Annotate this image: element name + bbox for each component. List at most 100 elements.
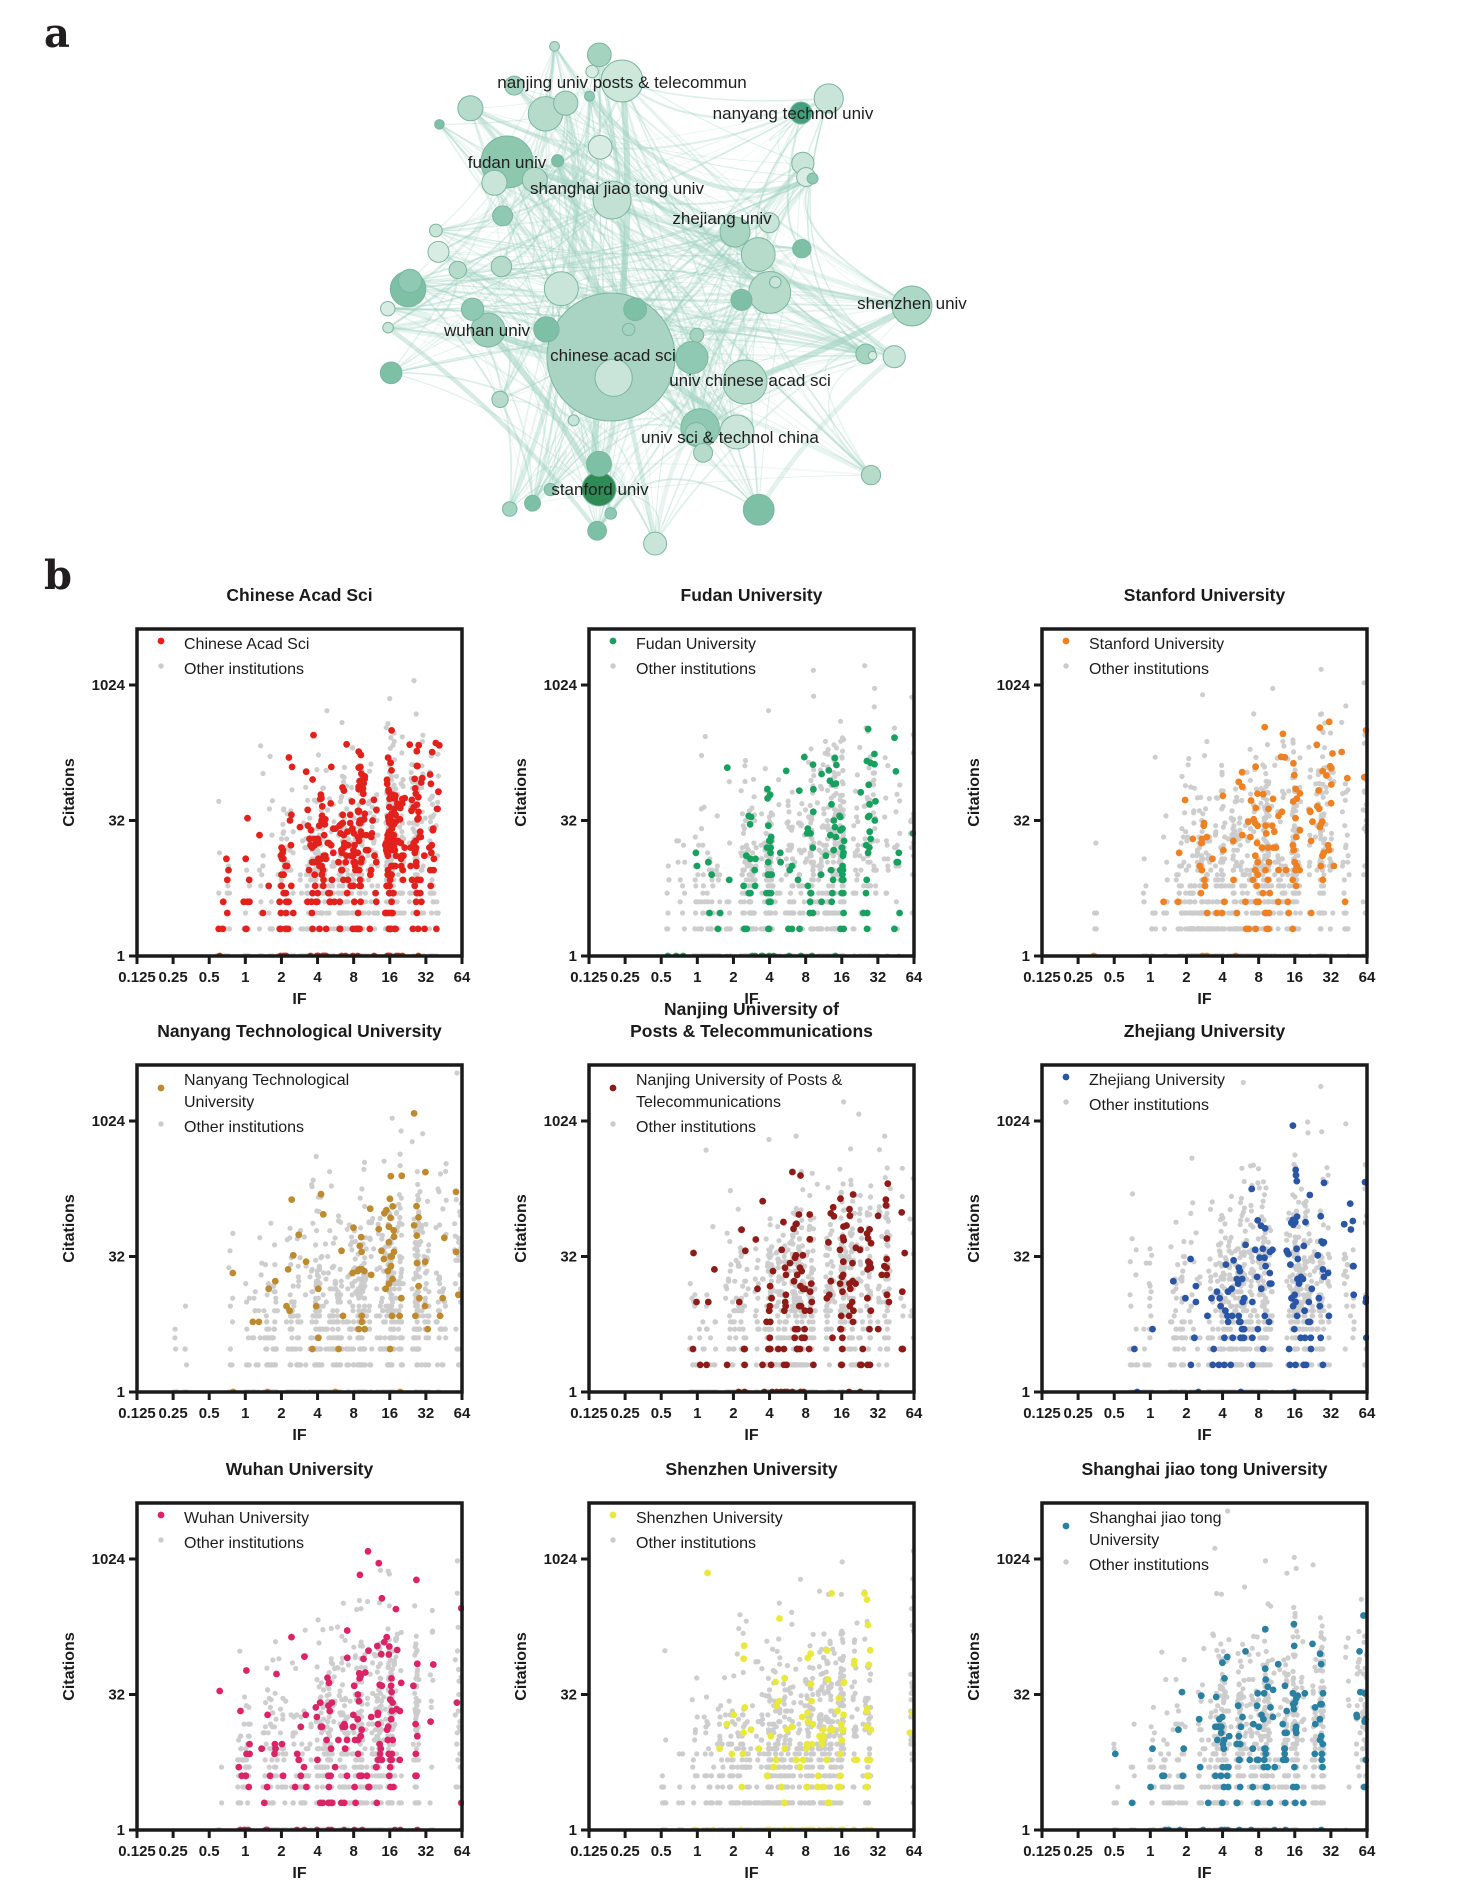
institution-node-unlabeled <box>587 520 607 541</box>
x-axis-label: IF <box>744 1427 758 1444</box>
y-axis-label: Citations <box>966 1194 983 1263</box>
plot-axes: 1 32 1024 0.125 0.25 0.5 1 2 4 8 16 32 64 IF Citations <box>966 1063 1376 1444</box>
network-node-label: shenzhen univ <box>857 294 967 313</box>
scatter-plot-nanjing-university-posts-telecom: Nanjing University of Posts & Telecommun… <box>497 999 957 1467</box>
x-tick-label: 0.125 <box>1023 1405 1061 1422</box>
network-node-label: univ sci & technol china <box>641 428 819 447</box>
x-tick-label: 2 <box>277 1405 285 1422</box>
legend-other-institutions-label: Other institutions <box>636 1119 756 1136</box>
x-axis-label: IF <box>1197 991 1211 1008</box>
institution-node-unlabeled <box>623 297 648 322</box>
institution-node-unlabeled <box>382 321 394 334</box>
x-tick-label: 0.25 <box>159 1843 188 1860</box>
x-tick-label: 4 <box>313 1405 322 1422</box>
institution-node-unlabeled <box>689 327 705 343</box>
x-tick-label: 0.5 <box>651 1405 672 1422</box>
legend-other-institutions-swatch <box>158 663 164 669</box>
y-tick-label: 32 <box>108 1249 125 1266</box>
legend-institution-label: Telecommunications <box>636 1094 781 1111</box>
plot-axes: 1 32 1024 0.125 0.25 0.5 1 2 4 8 16 32 64 IF Citations <box>61 1063 471 1444</box>
institution-node-unlabeled <box>434 119 445 130</box>
institution-node-unlabeled <box>675 341 709 375</box>
y-axis-label: Citations <box>61 1632 78 1701</box>
institution-node-unlabeled <box>429 223 443 238</box>
legend-institution-label: Shenzhen University <box>636 1510 783 1527</box>
x-tick-label: 8 <box>349 1843 357 1860</box>
legend-institution-swatch <box>609 637 617 645</box>
legend-institution-label: Fudan University <box>636 636 756 653</box>
institution-node-unlabeled <box>586 450 612 477</box>
panel-a-label: a <box>44 10 70 57</box>
x-tick-label: 4 <box>765 1843 774 1860</box>
x-tick-label: 32 <box>418 1405 435 1422</box>
plot-title: Shenzhen University <box>665 1459 838 1479</box>
x-tick-label: 0.25 <box>1064 1843 1093 1860</box>
network-node-label: nanyang technol univ <box>713 104 874 123</box>
x-tick-label: 0.5 <box>651 969 672 986</box>
institution-node-unlabeled <box>490 255 513 278</box>
institution-node-unlabeled <box>867 350 878 361</box>
institution-node <box>470 312 506 348</box>
points-other-institutions <box>659 1548 916 1830</box>
y-tick-label: 32 <box>108 813 125 830</box>
x-tick-label: 16 <box>381 1843 398 1860</box>
points-other-institutions <box>215 1558 464 1830</box>
institution-node <box>719 414 755 450</box>
legend-institution-label: Chinese Acad Sci <box>184 636 309 653</box>
x-tick-label: 0.5 <box>199 1405 220 1422</box>
plot-legend: Shanghai jiao tong University Other instit… <box>1062 1510 1222 1574</box>
y-axis-label: Citations <box>513 1632 530 1701</box>
legend-other-institutions-swatch <box>610 1121 616 1127</box>
x-tick-label: 64 <box>1359 969 1376 986</box>
y-axis-label: Citations <box>61 758 78 827</box>
institution-node-unlabeled <box>524 494 541 512</box>
plot-title: Shanghai jiao tong University <box>1081 1459 1328 1479</box>
scatter-plot-zhejiang-university: Zhejiang University 1 32 1024 0.125 0.25 0.5 1… <box>950 1015 1410 1467</box>
plot-title: Chinese Acad Sci <box>226 585 373 605</box>
legend-institution-swatch <box>157 1511 165 1519</box>
y-axis-label: Citations <box>513 758 530 827</box>
y-tick-label: 1 <box>117 948 125 965</box>
institution-node-unlabeled <box>492 205 514 227</box>
legend-institution-swatch <box>1062 637 1070 645</box>
network-node-label: wuhan univ <box>443 321 531 340</box>
x-tick-label: 32 <box>1323 1843 1340 1860</box>
x-tick-label: 4 <box>765 969 774 986</box>
plot-legend: Shenzhen University Other institutions <box>609 1510 783 1552</box>
x-tick-label: 0.25 <box>611 1405 640 1422</box>
plot-axes: 1 32 1024 0.125 0.25 0.5 1 2 4 8 16 32 64 IF Citations <box>966 1501 1376 1882</box>
network-node-label: chinese acad sci <box>550 346 676 365</box>
y-tick-label: 1024 <box>997 1113 1031 1130</box>
network-nodes <box>379 40 933 556</box>
institution-node-unlabeled <box>380 300 396 317</box>
scatter-plot-wuhan-university: Wuhan University 1 32 1024 0.125 0.25 0.5 1 2 4 8… <box>45 1453 505 1891</box>
legend-other-institutions-label: Other institutions <box>636 1535 756 1552</box>
institution-node-unlabeled <box>594 358 633 397</box>
x-tick-label: 1 <box>693 1405 701 1422</box>
y-tick-label: 1 <box>1022 1384 1030 1401</box>
x-tick-label: 0.25 <box>159 1405 188 1422</box>
institution-node-unlabeled <box>379 361 403 385</box>
y-tick-label: 32 <box>1013 1249 1030 1266</box>
x-tick-label: 2 <box>729 969 737 986</box>
institution-node <box>546 292 676 422</box>
x-tick-label: 64 <box>454 969 471 986</box>
institution-node-unlabeled <box>758 212 780 234</box>
plot-legend: Zhejiang University Other institutions <box>1062 1072 1225 1114</box>
x-tick-label: 8 <box>1254 1843 1262 1860</box>
x-tick-label: 2 <box>277 969 285 986</box>
y-tick-label: 1024 <box>544 677 578 694</box>
points-institution <box>664 725 916 956</box>
x-tick-label: 0.25 <box>1064 1405 1093 1422</box>
x-tick-label: 0.125 <box>118 1405 156 1422</box>
x-tick-label: 64 <box>906 1405 923 1422</box>
points-other-institutions <box>1127 1079 1369 1392</box>
x-tick-label: 16 <box>381 1405 398 1422</box>
scatter-plot-chinese-acad-sci: Chinese Acad Sci 1 32 1024 0.125 0.25 0.5 1 2 4 8… <box>45 579 505 1031</box>
legend-institution-swatch <box>609 1084 617 1092</box>
x-tick-label: 8 <box>801 1405 809 1422</box>
scatter-plot-shenzhen-university: Shenzhen University 1 32 1024 0.125 0.25 0.5 1… <box>497 1453 957 1891</box>
legend-other-institutions-label: Other institutions <box>1089 1557 1209 1574</box>
x-tick-label: 16 <box>1286 1405 1303 1422</box>
plot-title: Nanyang Technological University <box>157 1021 442 1041</box>
